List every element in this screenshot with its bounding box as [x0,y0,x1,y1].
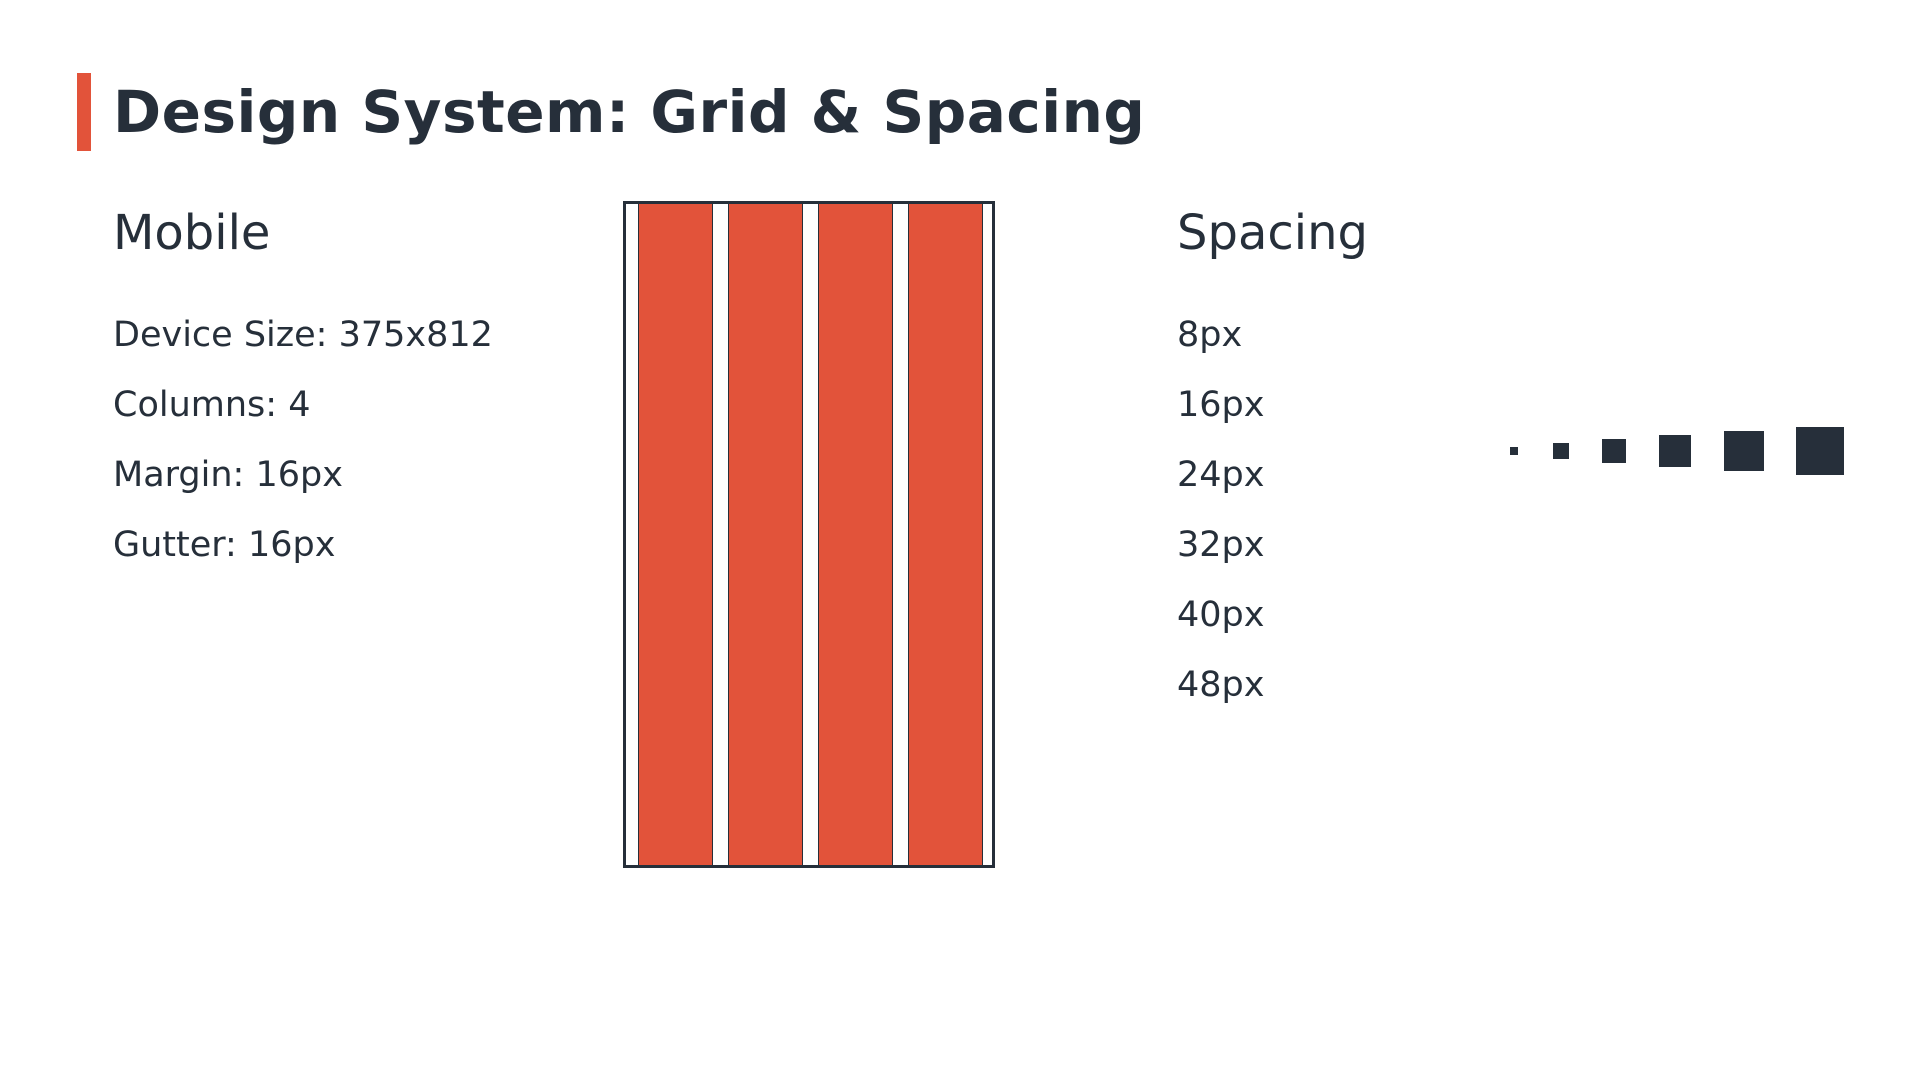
grid-column [728,204,803,865]
grid-column [818,204,893,865]
spec-margin: Margin: 16px [113,455,343,495]
spacing-value-list: 8px 16px 24px 32px 40px 48px [1177,300,1264,720]
spacing-swatch-16 [1553,443,1569,459]
spec-columns: Columns: 4 [113,385,311,425]
spacing-swatch-32 [1659,435,1691,467]
spec-gutter: Gutter: 16px [113,525,336,565]
spacing-value: 16px [1177,385,1265,425]
spacing-value: 32px [1177,525,1265,565]
spacing-swatch-24 [1602,439,1626,463]
spacing-value: 40px [1177,595,1265,635]
spec-device-size: Device Size: 375x812 [113,315,493,355]
mobile-grid-preview [623,201,995,868]
spacing-value: 24px [1177,455,1265,495]
grid-column [908,204,983,865]
grid-column [638,204,713,865]
spacing-swatch-40 [1724,431,1764,471]
title-accent-bar [77,73,91,151]
spacing-swatch-8 [1510,447,1518,455]
mobile-heading: Mobile [113,205,271,261]
mobile-spec-list: Device Size: 375x812 Columns: 4 Margin: … [113,300,493,580]
spacing-value: 8px [1177,315,1243,355]
spacing-value: 48px [1177,665,1265,705]
spacing-swatch-48 [1796,427,1844,475]
slide-title: Design System: Grid & Spacing [113,78,1146,146]
spacing-heading: Spacing [1177,205,1368,261]
spacing-swatch-row [1510,426,1846,476]
